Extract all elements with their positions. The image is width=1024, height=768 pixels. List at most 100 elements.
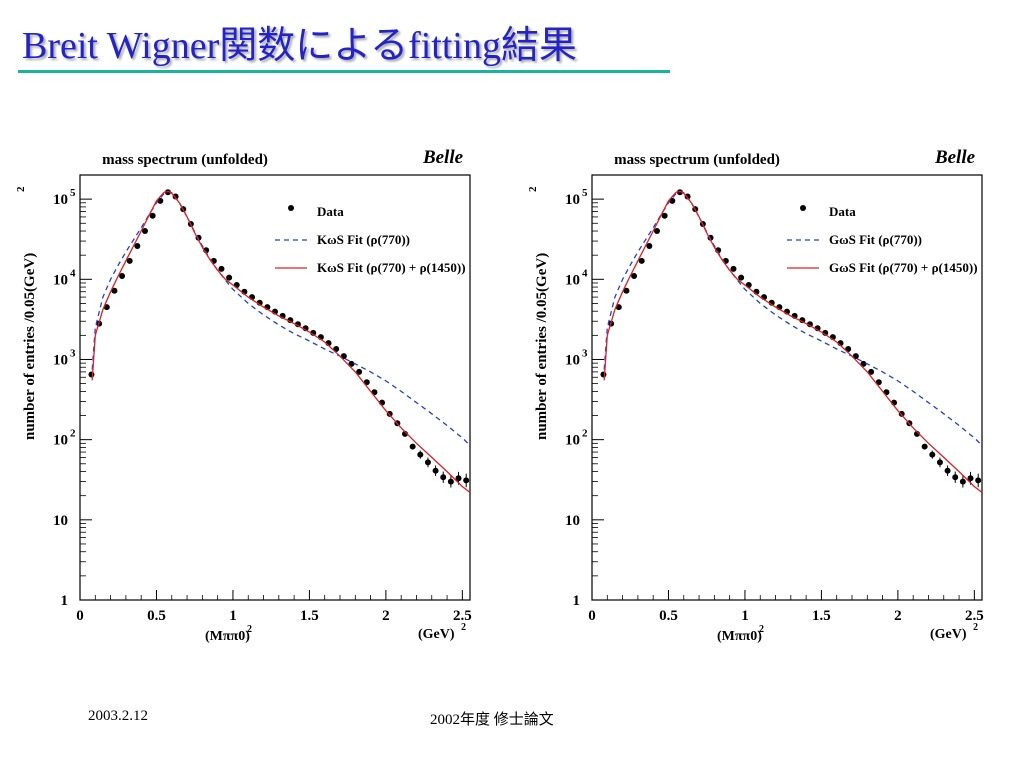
- data-point: [822, 329, 829, 336]
- y-axis-label: number of entries /0.05(GeV): [534, 253, 550, 440]
- x-axis-label: (Mππ0): [717, 629, 762, 644]
- x-tick-label: 0.5: [659, 608, 678, 624]
- legend-label: GωS Fit (ρ(770) + ρ(1450)): [829, 260, 978, 275]
- y-axis-label-exponent: 2: [527, 186, 539, 192]
- data-point: [356, 368, 363, 375]
- y-tick-label: 1: [61, 593, 69, 609]
- data-point: [631, 272, 638, 279]
- data-point: [646, 243, 653, 250]
- x-axis-unit-exponent: 2: [461, 622, 466, 633]
- data-point: [959, 478, 966, 485]
- legend-label: KωS Fit (ρ(770)): [317, 232, 410, 247]
- data-point: [88, 371, 95, 378]
- y-tick-label: 10: [53, 272, 68, 288]
- data-point: [967, 475, 974, 482]
- plot-frame: [591, 174, 983, 601]
- data-point: [921, 443, 928, 450]
- x-tick-label: 1: [229, 608, 237, 624]
- x-tick-label: 2: [894, 608, 902, 624]
- y-tick-label: 10: [53, 433, 68, 449]
- slide-title: Breit Wigner関数によるfitting結果: [22, 25, 577, 67]
- data-point: [142, 228, 148, 235]
- data-point: [684, 193, 691, 200]
- y-tick-exponent: 5: [582, 187, 588, 199]
- y-tick-label: 10: [565, 433, 580, 449]
- legend-label: KωS Fit (ρ(770) + ρ(1450)): [317, 260, 466, 275]
- data-point: [440, 474, 447, 481]
- y-tick-label: 10: [53, 513, 68, 529]
- y-tick-exponent: 5: [70, 187, 76, 199]
- y-tick-label: 10: [565, 352, 580, 368]
- y-tick-label: 1: [573, 593, 581, 609]
- data-point: [424, 459, 431, 466]
- y-tick-exponent: 4: [582, 267, 588, 279]
- data-point: [738, 274, 745, 281]
- data-point: [126, 257, 133, 264]
- x-tick-label: 1: [741, 608, 749, 624]
- x-axis-label-exponent: 2: [759, 624, 764, 635]
- data-point: [447, 478, 454, 485]
- footer-caption: 2002年度 修士論文: [430, 712, 554, 728]
- y-tick-exponent: 3: [70, 347, 76, 359]
- x-tick-label: 1.5: [812, 608, 831, 624]
- plot-frame: [79, 174, 471, 601]
- data-point: [860, 360, 867, 367]
- data-point: [661, 212, 668, 219]
- fit-line-rho770-rho1450: [603, 190, 983, 493]
- x-axis-label: (Mππ0): [205, 629, 250, 644]
- data-point: [952, 474, 959, 481]
- data-point: [417, 451, 424, 458]
- chart-title: mass spectrum (unfolded): [614, 152, 780, 168]
- data-point: [929, 451, 936, 458]
- y-tick-label: 10: [565, 192, 580, 208]
- x-axis-unit-exponent: 2: [973, 622, 978, 633]
- data-point: [944, 467, 951, 474]
- data-point: [310, 329, 317, 336]
- data-point: [157, 197, 164, 204]
- y-tick-exponent: 2: [582, 428, 588, 440]
- x-axis-label-exponent: 2: [247, 624, 252, 635]
- data-point: [455, 475, 462, 482]
- x-tick-label: 2: [382, 608, 390, 624]
- x-tick-label: 0.5: [147, 608, 166, 624]
- legend-label: Data: [829, 204, 856, 219]
- legend-marker-data: [800, 205, 806, 211]
- y-tick-exponent: 4: [70, 267, 76, 279]
- title-underline: [18, 70, 670, 73]
- data-point: [638, 257, 645, 264]
- data-point: [348, 360, 355, 367]
- data-point: [134, 243, 141, 250]
- x-tick-label: 1.5: [300, 608, 319, 624]
- fit-line-rho770-rho1450: [91, 190, 471, 493]
- experiment-label: Belle: [422, 147, 464, 168]
- data-point: [936, 459, 943, 466]
- legend-marker-data: [288, 205, 294, 211]
- x-tick-label: 0: [588, 608, 596, 624]
- y-tick-label: 10: [565, 513, 580, 529]
- data-point: [600, 371, 607, 378]
- data-point: [409, 443, 416, 450]
- data-point: [868, 368, 875, 375]
- chart-title: mass spectrum (unfolded): [102, 152, 268, 168]
- y-tick-label: 10: [53, 352, 68, 368]
- data-point: [294, 321, 301, 328]
- data-point: [623, 287, 630, 294]
- data-point: [463, 477, 470, 484]
- data-point: [149, 212, 156, 219]
- data-point: [654, 228, 660, 235]
- y-tick-label: 10: [565, 272, 580, 288]
- x-tick-label: 2.5: [965, 608, 984, 624]
- y-tick-exponent: 2: [70, 428, 76, 440]
- x-axis-unit: (GeV): [930, 627, 967, 642]
- data-point: [218, 265, 225, 272]
- x-tick-label: 0: [76, 608, 84, 624]
- legend-label: Data: [317, 204, 344, 219]
- x-tick-label: 2.5: [453, 608, 472, 624]
- footer-date: 2003.2.12: [88, 708, 148, 724]
- data-point: [111, 287, 118, 294]
- experiment-label: Belle: [934, 147, 976, 168]
- y-tick-exponent: 3: [582, 347, 588, 359]
- data-point: [119, 272, 126, 279]
